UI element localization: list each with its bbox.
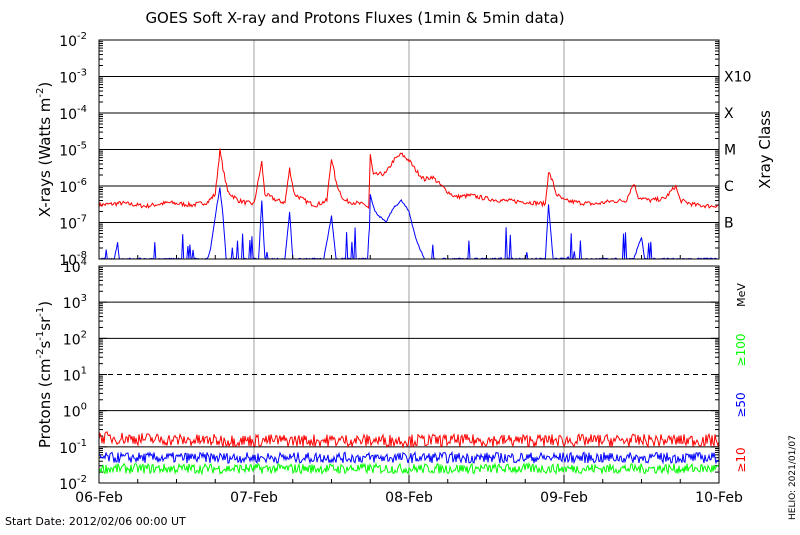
xray-ytick-label-base: 10 bbox=[59, 253, 77, 269]
xray-ytick-label-exp: -7 bbox=[77, 214, 87, 225]
proton-ytick-label-base: 10 bbox=[59, 441, 77, 457]
proton-legend-p50: ≥50 bbox=[734, 392, 748, 417]
x-tick-label: 10-Feb bbox=[695, 490, 743, 506]
proton-ytick-label-base: 10 bbox=[63, 332, 81, 348]
xray-ytick-label-base: 10 bbox=[59, 217, 77, 233]
chart-title: GOES Soft X-ray and Protons Fluxes (1min… bbox=[145, 9, 564, 27]
xray-ylabel-exp: -2 bbox=[35, 88, 46, 98]
proton-ytick-label-exp: 3 bbox=[81, 293, 87, 304]
proton-series-p10 bbox=[98, 431, 720, 449]
xray-ytick-label-exp: -5 bbox=[77, 141, 87, 152]
start-date-label: Start Date: 2012/02/06 00:00 UT bbox=[5, 515, 186, 528]
xray-panel: BCMXX1010-810-710-610-510-410-310-2X-ray… bbox=[35, 31, 774, 269]
proton-ytick-label-exp: 4 bbox=[81, 257, 87, 268]
xray-ytick-label-exp: -6 bbox=[77, 177, 87, 188]
xray-ytick-label-exp: -8 bbox=[77, 250, 87, 261]
proton-ytick-label-exp: 2 bbox=[81, 329, 87, 340]
xray-ytick-label: 10-7 bbox=[59, 214, 87, 233]
xray-frame bbox=[98, 39, 720, 260]
xray-series-short bbox=[98, 187, 718, 261]
xray-ytick-label: 10-8 bbox=[59, 250, 87, 269]
xray-ylabel-main: X-rays (Watts m bbox=[36, 98, 54, 218]
x-tick-label: 08-Feb bbox=[385, 490, 433, 506]
xray-ytick-label-base: 10 bbox=[59, 71, 77, 87]
xray-class-label: X bbox=[724, 106, 734, 122]
proton-ylabel-part: -1 bbox=[35, 331, 46, 341]
proton-series-p100 bbox=[98, 461, 720, 476]
xray-ylabel: X-rays (Watts m-2) bbox=[35, 82, 54, 217]
proton-ylabel-part: -1 bbox=[35, 307, 46, 317]
proton-ylabel-part: Protons (cm bbox=[36, 358, 54, 448]
xray-ytick-label: 10-5 bbox=[59, 141, 87, 160]
proton-ytick-label-base: 10 bbox=[59, 477, 77, 493]
credit-label: HELIO: 2021/01/07 bbox=[788, 435, 798, 520]
proton-ytick-label-exp: -1 bbox=[77, 438, 87, 449]
proton-ytick-label: 103 bbox=[63, 293, 87, 312]
xray-ytick-label-base: 10 bbox=[59, 107, 77, 123]
xray-ytick-label-base: 10 bbox=[59, 180, 77, 196]
proton-ytick-label: 10-2 bbox=[59, 474, 87, 493]
proton-ytick-label: 104 bbox=[63, 257, 87, 276]
xray-class-label: C bbox=[724, 179, 734, 195]
proton-ylabel: Protons (cm-2s-1sr-1) bbox=[35, 301, 54, 448]
x-tick-label: 09-Feb bbox=[540, 490, 588, 506]
xray-ylabel-close: ) bbox=[36, 82, 54, 88]
xray-series-long bbox=[98, 148, 719, 210]
x-tick-label: 06-Feb bbox=[75, 490, 123, 506]
proton-ytick-label-exp: 0 bbox=[81, 402, 87, 413]
x-tick-label: 07-Feb bbox=[230, 490, 278, 506]
proton-legend-p10: ≥10 bbox=[734, 447, 748, 472]
xray-ytick-label: 10-6 bbox=[59, 177, 87, 196]
proton-ytick-label-base: 10 bbox=[63, 260, 81, 276]
proton-ytick-label: 100 bbox=[63, 402, 87, 421]
xray-ytick-label: 10-4 bbox=[59, 104, 87, 123]
proton-ylabel-part: ) bbox=[36, 301, 54, 307]
proton-legend-p100: ≥100 bbox=[734, 334, 748, 367]
proton-ylabel-part: s bbox=[36, 341, 54, 349]
xray-ytick-label: 10-2 bbox=[59, 31, 87, 50]
proton-unit-label: MeV bbox=[735, 283, 748, 307]
proton-ytick-label: 10-1 bbox=[59, 438, 87, 457]
proton-ytick-label-base: 10 bbox=[63, 405, 81, 421]
proton-ytick-label: 101 bbox=[63, 366, 87, 385]
xray-ytick-label-base: 10 bbox=[59, 144, 77, 160]
proton-ytick-label-base: 10 bbox=[63, 369, 81, 385]
xray-ytick-label-exp: -4 bbox=[77, 104, 87, 115]
proton-ytick-label-exp: -2 bbox=[77, 474, 87, 485]
proton-ylabel-part: sr bbox=[36, 316, 54, 331]
xray-ytick-label-exp: -3 bbox=[77, 68, 87, 79]
proton-ytick-label-base: 10 bbox=[63, 296, 81, 312]
xray-class-axis-title: Xray Class bbox=[756, 110, 774, 189]
proton-ylabel-part: -2 bbox=[35, 349, 46, 359]
xray-ytick-label: 10-3 bbox=[59, 68, 87, 87]
xray-ytick-label-exp: -2 bbox=[77, 31, 87, 42]
xray-class-label: B bbox=[724, 216, 734, 232]
proton-series-p50 bbox=[98, 450, 720, 465]
xray-ytick-label-base: 10 bbox=[59, 34, 77, 50]
proton-ytick-label-exp: 1 bbox=[81, 366, 87, 377]
xray-class-label: X10 bbox=[724, 70, 751, 86]
xray-class-label: M bbox=[724, 143, 736, 159]
proton-ytick-label: 102 bbox=[63, 329, 87, 348]
